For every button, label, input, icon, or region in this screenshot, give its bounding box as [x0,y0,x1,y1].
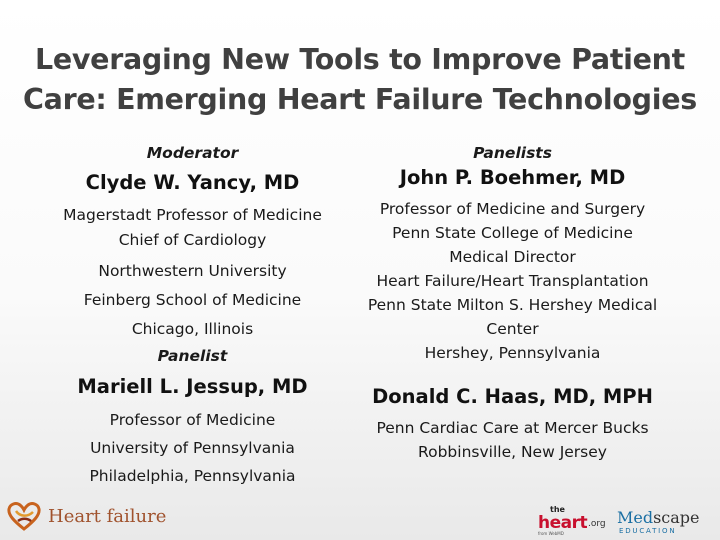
heart-ribbon-icon [7,502,41,531]
heart-failure-logo: Heart failure [6,500,166,532]
panelist-boehmer-line-5: Penn State Milton S. Hershey Medical [367,296,658,314]
moderator-title-2: Chief of Cardiology [118,231,267,249]
panelist-boehmer-line-7: Hershey, Pennsylvania [424,344,601,362]
moderator-affiliation-1: Northwestern University [98,262,287,280]
theheart-org-logo: the heart .org from WebMD [536,505,612,536]
slide-title-line-1: Leveraging New Tools to Improve Patient [35,43,685,76]
theheart-org-text: .org [588,519,606,529]
medscape-education-logo: Medscape EDUCATION [617,508,713,536]
panelist-jessup-affiliation: University of Pennsylvania [90,439,295,457]
slide-title-line-2: Care: Emerging Heart Failure Technologie… [23,83,697,116]
medscape-med-text: Med [617,508,654,527]
panelist-boehmer-line-6: Center [486,320,539,338]
panelist-boehmer-line-2: Penn State College of Medicine [392,224,633,242]
panelist-haas-line-1: Penn Cardiac Care at Mercer Bucks [376,419,649,437]
slide-title: Leveraging New Tools to Improve Patient … [0,40,720,120]
medscape-education-text: EDUCATION [619,527,677,535]
right-column: Panelists John P. Boehmer, MD Professor … [355,142,670,464]
panelist-boehmer-line-4: Heart Failure/Heart Transplantation [376,272,649,290]
theheart-heart-text: heart [538,513,588,533]
medscape-wordmark: Medscape [617,508,700,527]
moderator-location: Chicago, Illinois [131,320,254,338]
panelist-haas-name: Donald C. Haas, MD, MPH [372,385,653,408]
heart-failure-logo-text: Heart failure [48,505,167,527]
panelist-haas-line-2: Robbinsville, New Jersey [418,443,607,461]
moderator-title-1: Magerstadt Professor of Medicine [63,206,322,224]
panelist-label: Panelist [157,347,228,365]
medscape-scape-text: scape [653,508,700,527]
theheart-the-text: the [550,505,565,514]
panelist-jessup-location: Philadelphia, Pennsylvania [89,467,296,485]
moderator-label: Moderator [146,144,239,162]
moderator-affiliation-2: Feinberg School of Medicine [83,291,302,309]
panelist-jessup-name: Mariell L. Jessup, MD [77,375,308,398]
panelist-jessup-title: Professor of Medicine [109,411,276,429]
panelist-boehmer-line-3: Medical Director [449,248,576,266]
panelist-boehmer-name: John P. Boehmer, MD [399,166,626,189]
panelists-label: Panelists [473,144,552,162]
left-column: Moderator Clyde W. Yancy, MD Magerstadt … [40,142,345,490]
theheart-from-text: from WebMD [538,531,564,536]
panelist-boehmer-line-1: Professor of Medicine and Surgery [379,200,646,218]
moderator-name: Clyde W. Yancy, MD [85,171,300,194]
